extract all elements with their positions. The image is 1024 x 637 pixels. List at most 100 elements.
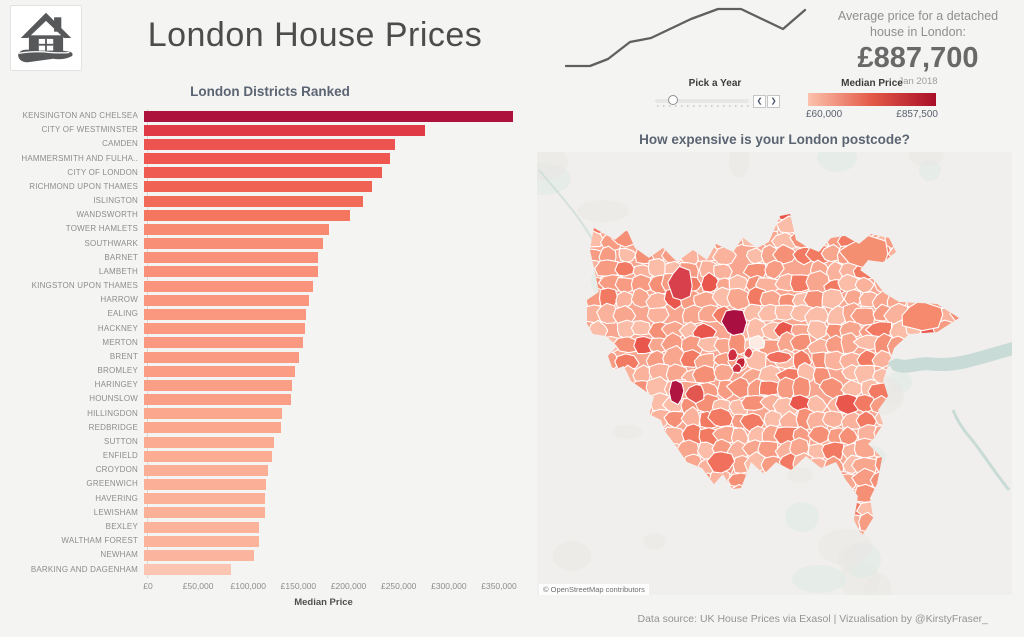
x-tick-label: £150,000	[280, 581, 317, 591]
average-price-caption-line1: Average price for a detached	[837, 9, 999, 23]
color-legend-gradient	[808, 93, 936, 106]
slider-next-button[interactable]: ❯	[767, 95, 780, 108]
bar-row[interactable]: CAMDEN	[2, 137, 535, 151]
bar-row[interactable]: BRENT	[2, 350, 535, 364]
average-price-value: £887,700	[857, 41, 979, 74]
bar-row[interactable]: BROMLEY	[2, 364, 535, 378]
bar[interactable]	[144, 323, 305, 335]
bar[interactable]	[144, 167, 382, 179]
district-label: BARKING AND DAGENHAM	[30, 564, 138, 574]
district-label: BROMLEY	[97, 366, 138, 376]
bar[interactable]	[144, 379, 293, 391]
bar[interactable]	[144, 294, 309, 306]
district-label: HOUNSLOW	[89, 394, 138, 404]
bar[interactable]	[144, 564, 232, 576]
district-label: BRENT	[109, 351, 138, 361]
bar[interactable]	[144, 493, 266, 505]
district-label: BARNET	[104, 252, 138, 262]
bar-row[interactable]: HAMMERSMITH AND FULHA..	[2, 152, 535, 166]
bar-row[interactable]: WANDSWORTH	[2, 208, 535, 222]
bar[interactable]	[144, 138, 395, 150]
bar-chart-title: London Districts Ranked	[190, 84, 350, 99]
x-tick-label: £200,000	[330, 581, 367, 591]
bar[interactable]	[144, 408, 283, 420]
bar[interactable]	[144, 365, 296, 377]
bar-row[interactable]: REDBRIDGE	[2, 421, 535, 435]
postcode-map-svg[interactable]	[537, 152, 1012, 595]
slider-thumb[interactable]	[668, 95, 679, 105]
bar[interactable]	[144, 124, 425, 136]
bar-row[interactable]: BEXLEY	[2, 520, 535, 534]
bar[interactable]	[144, 436, 275, 448]
x-tick-label: £50,000	[182, 581, 214, 591]
bar-row[interactable]: ENFIELD	[2, 449, 535, 463]
bar[interactable]	[144, 195, 363, 207]
bar[interactable]	[144, 266, 318, 278]
district-label: CITY OF LONDON	[67, 167, 138, 177]
bar[interactable]	[144, 153, 390, 165]
bar[interactable]	[144, 394, 292, 406]
legend-max: £857,500	[896, 109, 938, 120]
bar[interactable]	[144, 422, 282, 434]
bar[interactable]	[144, 209, 350, 221]
bar[interactable]	[144, 464, 269, 476]
bar-row[interactable]: WALTHAM FOREST	[2, 534, 535, 548]
bar-row[interactable]: SOUTHWARK	[2, 237, 535, 251]
bar-row[interactable]: HARINGEY	[2, 378, 535, 392]
bar-row[interactable]: TOWER HAMLETS	[2, 222, 535, 236]
bar-row[interactable]: CITY OF LONDON	[2, 166, 535, 180]
color-legend-label: Median Price	[841, 78, 903, 89]
bar-row[interactable]: ISLINGTON	[2, 194, 535, 208]
district-label: RICHMOND UPON THAMES	[29, 181, 138, 191]
bar-row[interactable]: HACKNEY	[2, 322, 535, 336]
bar-row[interactable]: HARROW	[2, 293, 535, 307]
color-legend-range: £60,000 £857,500	[806, 109, 938, 120]
map-title: How expensive is your London postcode?	[639, 132, 910, 147]
bar-row[interactable]: EALING	[2, 307, 535, 321]
bar[interactable]	[144, 238, 323, 250]
district-label: HARINGEY	[94, 380, 138, 390]
bar-row[interactable]: RICHMOND UPON THAMES	[2, 180, 535, 194]
bar-row[interactable]: HILLINGDON	[2, 407, 535, 421]
slider-track[interactable]	[655, 99, 749, 103]
district-label: ISLINGTON	[93, 196, 138, 206]
bar-row[interactable]: BARKING AND DAGENHAM	[2, 563, 535, 577]
bar[interactable]	[144, 521, 260, 533]
district-label: NEWHAM	[100, 550, 138, 560]
bar-row[interactable]: KINGSTON UPON THAMES	[2, 279, 535, 293]
average-price-block: Average price for a detached house in Lo…	[818, 8, 1018, 87]
bar-row[interactable]: NEWHAM	[2, 548, 535, 562]
district-label: REDBRIDGE	[88, 422, 138, 432]
x-axis-label: Median Price	[294, 597, 353, 608]
x-tick-label: £100,000	[230, 581, 266, 591]
district-label: LAMBETH	[98, 266, 138, 276]
bar-row[interactable]: LAMBETH	[2, 265, 535, 279]
bar[interactable]	[144, 535, 260, 547]
bar[interactable]	[144, 110, 514, 122]
slider-prev-button[interactable]: ❮	[753, 95, 766, 108]
bar[interactable]	[144, 309, 306, 320]
bar[interactable]	[144, 252, 318, 264]
bar[interactable]	[144, 337, 303, 349]
bar-row[interactable]: CITY OF WESTMINSTER	[2, 123, 535, 137]
bar[interactable]	[144, 181, 372, 193]
bar-row[interactable]: HOUNSLOW	[2, 392, 535, 406]
bar-row[interactable]: MERTON	[2, 336, 535, 350]
year-slider[interactable]: ❮ ❯	[653, 94, 780, 110]
bar-row[interactable]: LEWISHAM	[2, 506, 535, 520]
bar-row[interactable]: CROYDON	[2, 463, 535, 477]
bar[interactable]	[144, 549, 255, 561]
bar-row[interactable]: HAVERING	[2, 492, 535, 506]
average-price-date: Jan 2018	[898, 75, 938, 87]
bar-row[interactable]: KENSINGTON AND CHELSEA	[2, 109, 535, 123]
bar[interactable]	[144, 507, 266, 519]
bar[interactable]	[144, 280, 313, 292]
bar[interactable]	[144, 450, 273, 462]
bar-row[interactable]: GREENWICH	[2, 477, 535, 491]
bar-row[interactable]: BARNET	[2, 251, 535, 265]
bar[interactable]	[144, 479, 267, 491]
bar[interactable]	[144, 351, 300, 363]
slider-ticks	[657, 105, 749, 107]
bar[interactable]	[144, 223, 329, 235]
bar-row[interactable]: SUTTON	[2, 435, 535, 449]
